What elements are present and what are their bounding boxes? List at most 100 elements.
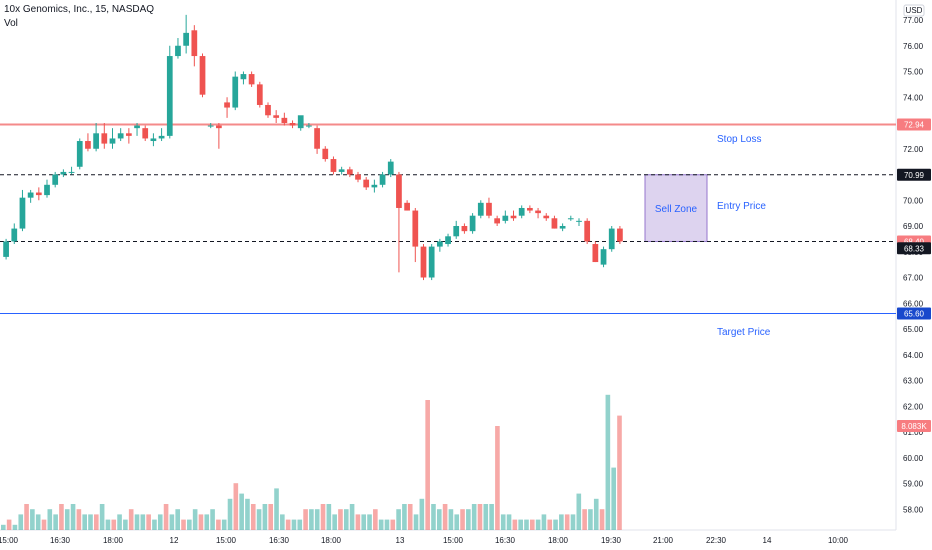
volume-bar [425,400,430,530]
volume-bar [524,519,529,530]
volume-bar [233,483,239,530]
volume-bar [262,504,268,530]
candle-body [518,207,525,216]
price-badge-label: 72.94 [904,121,925,130]
volume-bar [123,519,128,530]
volume-bar [309,509,314,530]
volume-bar [64,509,70,530]
candle-body [371,184,378,188]
last-price-label: 68.33 [904,244,925,253]
volume-bar [303,509,308,530]
candle-body [109,138,116,144]
volume-bar [343,509,349,530]
candle-body [248,74,255,85]
volume-bar [593,498,599,530]
volume-bar [198,514,204,530]
volume-bar [373,509,378,530]
volume-bar [553,519,558,530]
volume-bar [12,524,18,530]
candle-body [420,246,427,278]
volume-bar [88,514,93,530]
volume-bar [588,509,593,530]
volume-bar [407,504,413,530]
volume-bar [210,509,215,530]
candle-body [617,228,623,242]
volume-bar [187,519,192,530]
volume-bar [489,504,494,530]
candle-body [576,220,582,222]
candle-body [85,141,91,149]
level-label-target: Target Price [717,327,771,338]
price-tick-label: 76.00 [903,42,924,51]
candle-body [510,215,517,219]
candle-body [101,133,108,144]
price-badge-label: 70.99 [904,171,925,180]
volume-bar [192,509,198,530]
candle-body [142,128,149,139]
candle-body [428,246,435,278]
candle-body [346,169,353,175]
candle-body [35,192,42,196]
price-badge-label: 68.40 [904,237,925,246]
candle-body [502,215,509,221]
time-tick-label: 14 [763,536,772,545]
volume-bar [384,519,390,530]
time-tick-label: 18:00 [548,536,569,545]
volume-bar [70,504,76,530]
price-tick-label: 65.00 [903,325,924,334]
volume-bar [535,519,541,530]
candle-body [19,197,26,229]
price-tick-label: 77.00 [903,16,924,25]
price-tick-label: 61.00 [903,428,924,437]
sell-zone-box [644,174,708,242]
candle-body [27,192,34,198]
time-tick-label: 16:30 [50,536,71,545]
sell-zone-label: Sell Zone [655,204,698,215]
price-tick-label: 70.00 [903,196,924,205]
candle-body [11,228,18,242]
volume-bar [163,504,169,530]
volume-bar [181,519,186,530]
volume-bar [419,498,425,530]
candle-body [592,244,599,263]
candle-body [76,141,83,167]
volume-bar [250,504,256,530]
volume-bar [611,467,616,530]
candle-body [297,115,304,129]
volume-bar [152,519,157,530]
candle-body [608,228,615,250]
volume-bar [448,509,454,530]
price-tick-label: 74.00 [903,93,924,102]
volume-bar [134,514,140,530]
candle-body [306,125,312,127]
volume-bar [245,498,250,530]
volume-bar [547,519,553,530]
candle-body [232,76,239,108]
candle-body [3,241,9,257]
volume-bar [518,519,523,530]
candle-body [559,226,566,229]
volume-bar [35,514,41,530]
volume-bar [204,514,210,530]
candle-body [224,102,230,108]
price-tick-label: 60.00 [903,454,924,463]
candle-body [183,32,190,46]
volume-bar [297,519,303,530]
candle-body [355,174,361,180]
price-badge [897,168,931,181]
candle-body [567,218,574,220]
volume-bar [59,504,64,530]
volume-bar [605,394,611,530]
time-tick-label: 16:30 [269,536,290,545]
volume-bar [320,504,326,530]
volume-bar [529,519,535,530]
candle-body [494,218,501,224]
candle-body [125,133,132,136]
time-tick-label: 22:30 [706,536,727,545]
volume-bar [442,504,448,530]
candle-body [322,148,329,160]
candle-body [551,218,558,229]
candle-body [600,249,607,265]
